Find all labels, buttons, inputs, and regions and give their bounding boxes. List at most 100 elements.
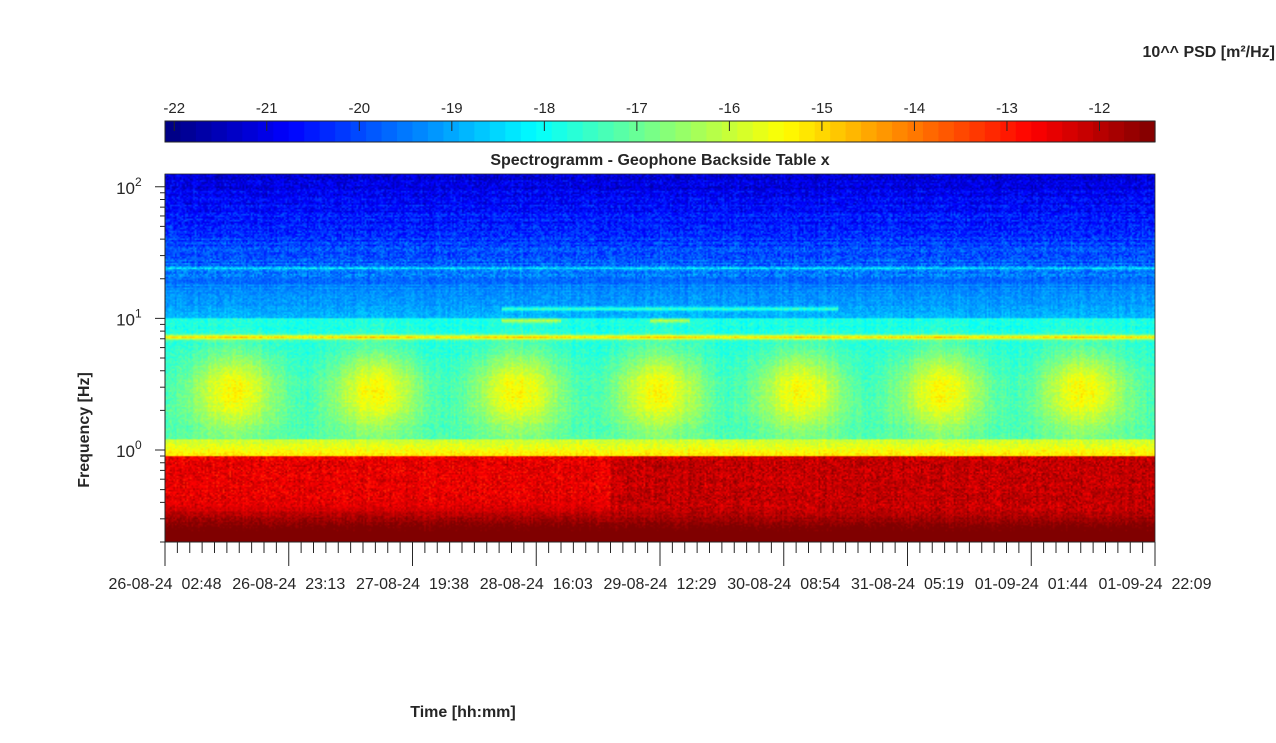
colorbar-block bbox=[953, 121, 970, 142]
colorbar-block bbox=[474, 121, 491, 142]
colorbar-block bbox=[1077, 121, 1094, 142]
colorbar-block bbox=[598, 121, 615, 142]
colorbar-block bbox=[397, 121, 414, 142]
colorbar-tick-label: -19 bbox=[441, 100, 463, 117]
colorbar-block bbox=[211, 121, 228, 142]
colorbar-tick-label: -21 bbox=[256, 100, 278, 117]
x-tick-label: 29-08-24 12:29 bbox=[604, 576, 717, 593]
colorbar-block bbox=[861, 121, 878, 142]
colorbar-block bbox=[165, 121, 182, 142]
y-tick-exponent: 1 bbox=[135, 306, 142, 320]
colorbar-block bbox=[335, 121, 352, 142]
colorbar-label: 10^^ PSD [m²/Hz] bbox=[1143, 44, 1275, 61]
colorbar-tick-label: -20 bbox=[348, 100, 370, 117]
colorbar-block bbox=[690, 121, 708, 142]
colorbar-block bbox=[536, 121, 553, 142]
colorbar-block bbox=[319, 121, 336, 142]
y-axis-label: Frequency [Hz] bbox=[76, 372, 93, 488]
colorbar-block bbox=[613, 121, 630, 142]
colorbar-block bbox=[458, 121, 475, 142]
colorbar-block bbox=[366, 121, 383, 142]
colorbar-block bbox=[768, 121, 785, 142]
colorbar-block bbox=[443, 121, 460, 142]
colorbar-tick-label: -18 bbox=[534, 100, 556, 117]
colorbar-block bbox=[752, 121, 769, 142]
colorbar-blocks bbox=[165, 121, 1156, 142]
colorbar-block bbox=[195, 121, 213, 142]
colorbar-tick-label: -16 bbox=[719, 100, 741, 117]
colorbar-block bbox=[721, 121, 738, 142]
colorbar-frame bbox=[164, 120, 1156, 143]
x-tick-label: 27-08-24 19:38 bbox=[356, 576, 469, 593]
colorbar: 10^^ PSD [m²/Hz] -22 -21 -20 -19 -18 -17 -16 -1… bbox=[163, 44, 1275, 143]
colorbar-block bbox=[288, 121, 305, 142]
colorbar-block bbox=[892, 121, 909, 142]
y-tick-label: 10 bbox=[116, 442, 135, 461]
colorbar-block bbox=[1031, 121, 1048, 142]
colorbar-block bbox=[938, 121, 955, 142]
colorbar-tick-label: -12 bbox=[1089, 100, 1111, 117]
colorbar-block bbox=[969, 121, 986, 142]
y-tick-exponent: 2 bbox=[135, 175, 142, 189]
colorbar-block bbox=[783, 121, 800, 142]
colorbar-block bbox=[1108, 121, 1125, 142]
colorbar-block bbox=[984, 121, 1001, 142]
colorbar-block bbox=[845, 121, 862, 142]
colorbar-block bbox=[520, 121, 537, 142]
x-axis-label: Time [hh:mm] bbox=[410, 704, 515, 721]
colorbar-block bbox=[1046, 121, 1063, 142]
x-tick-label: 01-09-24 22:09 bbox=[1099, 576, 1212, 593]
colorbar-block bbox=[706, 121, 723, 142]
x-tick-label: 28-08-24 16:03 bbox=[480, 576, 593, 593]
y-tick-label: 10 bbox=[116, 179, 135, 198]
y-tick-label: 10 bbox=[116, 310, 135, 329]
colorbar-tick-label: -15 bbox=[811, 100, 833, 117]
colorbar-tick-label: -17 bbox=[626, 100, 648, 117]
colorbar-block bbox=[660, 121, 677, 142]
colorbar-tick-label: -13 bbox=[996, 100, 1018, 117]
colorbar-block bbox=[257, 121, 274, 142]
colorbar-block bbox=[1124, 121, 1141, 142]
colorbar-block bbox=[505, 121, 522, 142]
colorbar-tick-label: -22 bbox=[163, 100, 185, 117]
colorbar-block bbox=[907, 121, 924, 142]
x-axis: 26-08-24 02:48 26-08-24 23:13 27-08-24 19:… bbox=[109, 541, 1212, 593]
x-tick-label: 26-08-24 23:13 bbox=[232, 576, 345, 593]
colorbar-block bbox=[629, 121, 646, 142]
spectrogram-image bbox=[165, 174, 1155, 542]
colorbar-block bbox=[582, 121, 599, 142]
colorbar-tick-label: -14 bbox=[904, 100, 926, 117]
colorbar-block bbox=[675, 121, 692, 142]
colorbar-block bbox=[830, 121, 847, 142]
colorbar-block bbox=[489, 121, 506, 142]
colorbar-block bbox=[551, 121, 568, 142]
colorbar-block bbox=[1000, 121, 1017, 142]
colorbar-block bbox=[381, 121, 398, 142]
colorbar-block bbox=[1015, 121, 1032, 142]
x-tick-label: 31-08-24 05:19 bbox=[851, 576, 964, 593]
x-tick-label: 26-08-24 02:48 bbox=[109, 576, 222, 593]
colorbar-block bbox=[427, 121, 445, 142]
colorbar-block bbox=[412, 121, 429, 142]
colorbar-block bbox=[1139, 121, 1156, 142]
colorbar-block bbox=[799, 121, 816, 142]
colorbar-block bbox=[644, 121, 661, 142]
colorbar-block bbox=[304, 121, 321, 142]
colorbar-block bbox=[1062, 121, 1079, 142]
colorbar-block bbox=[876, 121, 893, 142]
colorbar-block bbox=[226, 121, 243, 142]
x-tick-label: 01-09-24 01:44 bbox=[975, 576, 1088, 593]
plot-area bbox=[164, 173, 1156, 543]
colorbar-block bbox=[273, 121, 290, 142]
colorbar-block bbox=[737, 121, 754, 142]
colorbar-block bbox=[1093, 121, 1110, 142]
chart-title: Spectrogramm - Geophone Backside Table x bbox=[490, 152, 829, 169]
colorbar-ticks: -22 -21 -20 -19 -18 -17 -16 -15 -14 -13 -12 bbox=[163, 100, 1110, 131]
colorbar-block bbox=[814, 121, 831, 142]
x-tick-label: 30-08-24 08:54 bbox=[727, 576, 840, 593]
colorbar-block bbox=[242, 121, 259, 142]
colorbar-block bbox=[350, 121, 367, 142]
colorbar-block bbox=[567, 121, 584, 142]
